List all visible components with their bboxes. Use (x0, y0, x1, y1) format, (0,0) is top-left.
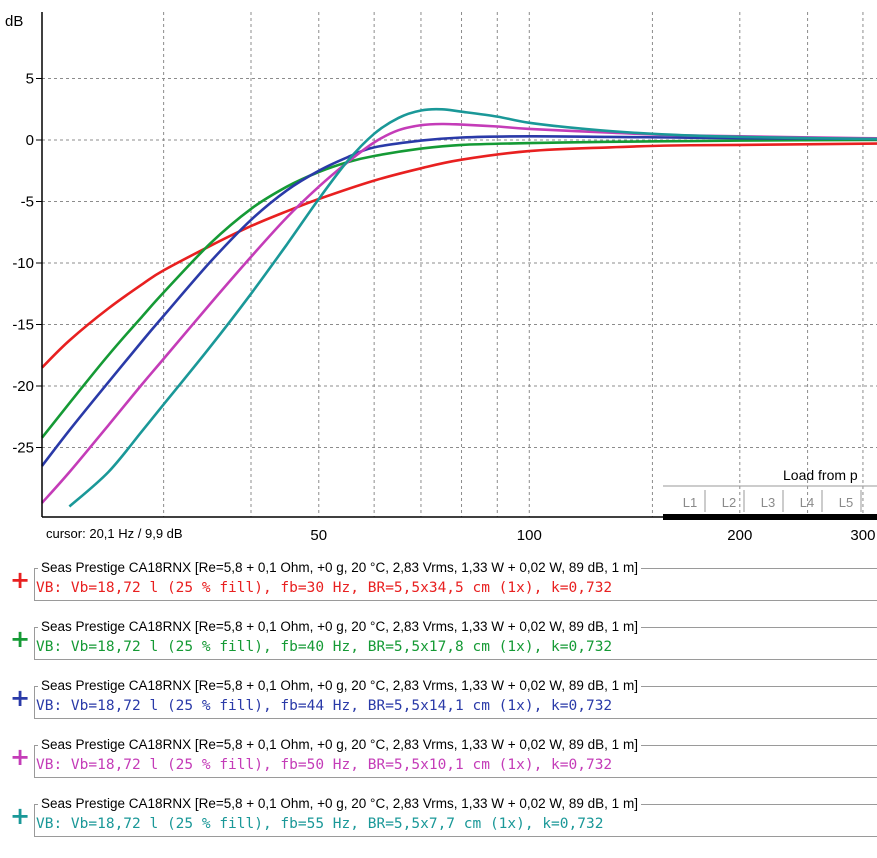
load-from-panel: Load from p L1 L2 L3 L4 L5 (663, 467, 877, 520)
response-curve-s5 (68, 107, 877, 508)
x-tick-labels: 50 100 200 300 (310, 527, 875, 544)
frequency-response-chart: dB 50-5-10-15-20-25 50 100 200 300 cursor: … (5, 12, 877, 544)
legend-entry: + Seas Prestige CA18RNX [Re=5,8 + 0,1 Ohm… (8, 796, 877, 840)
y-tick-label: -25 (12, 440, 34, 457)
legend-title: Seas Prestige CA18RNX [Re=5,8 + 0,1 Ohm,… (38, 678, 641, 693)
y-axis-unit-label: dB (5, 13, 23, 30)
y-tick-label: 0 (26, 132, 34, 149)
y-tick-labels: 5 0 -5 -10 -15 -20 -25 (12, 71, 42, 457)
legend-entry: + Seas Prestige CA18RNX [Re=5,8 + 0,1 Ohm… (8, 678, 877, 722)
legend-entry: + Seas Prestige CA18RNX [Re=5,8 + 0,1 Ohm… (8, 737, 877, 781)
load-from-label: Load from p (783, 467, 858, 483)
add-series-icon[interactable]: + (10, 625, 31, 653)
add-series-icon[interactable]: + (10, 566, 31, 594)
legend-detail: VB: Vb=18,72 l (25 % fill), fb=44 Hz, BR… (36, 698, 613, 714)
load-slot-l2[interactable]: L2 (722, 495, 736, 510)
y-tick-label: -15 (12, 317, 34, 334)
legend-title: Seas Prestige CA18RNX [Re=5,8 + 0,1 Ohm,… (38, 619, 641, 634)
y-tick-label: -5 (21, 194, 34, 211)
add-series-icon[interactable]: + (10, 743, 31, 771)
grid-lines (42, 12, 877, 517)
y-tick-label: -20 (12, 378, 34, 395)
x-tick-label: 100 (517, 527, 542, 544)
load-slot-l1[interactable]: L1 (683, 495, 697, 510)
y-tick-label: 5 (26, 71, 34, 88)
response-curve-s1 (41, 142, 877, 369)
x-tick-label: 200 (727, 527, 752, 544)
y-tick-label: -10 (12, 255, 34, 272)
add-series-icon[interactable]: + (10, 684, 31, 712)
legend-detail: VB: Vb=18,72 l (25 % fill), fb=55 Hz, BR… (36, 816, 604, 832)
legend-title: Seas Prestige CA18RNX [Re=5,8 + 0,1 Ohm,… (38, 737, 641, 752)
load-panel-bar (663, 514, 877, 520)
x-tick-label: 50 (310, 527, 327, 544)
legend-detail: VB: Vb=18,72 l (25 % fill), fb=30 Hz, BR… (36, 580, 613, 596)
load-slot-l5[interactable]: L5 (839, 495, 853, 510)
response-curves (40, 107, 877, 508)
legend-entry: + Seas Prestige CA18RNX [Re=5,8 + 0,1 Ohm… (8, 560, 877, 604)
legend-title: Seas Prestige CA18RNX [Re=5,8 + 0,1 Ohm,… (38, 560, 641, 575)
load-slot-l4[interactable]: L4 (800, 495, 814, 510)
legend-detail: VB: Vb=18,72 l (25 % fill), fb=40 Hz, BR… (36, 639, 613, 655)
x-tick-label: 300 (850, 527, 875, 544)
response-curve-s3 (40, 134, 877, 467)
response-curve-s2 (40, 138, 877, 439)
cursor-readout: cursor: 20,1 Hz / 9,9 dB (46, 526, 183, 541)
legend-detail: VB: Vb=18,72 l (25 % fill), fb=50 Hz, BR… (36, 757, 613, 773)
legend-title: Seas Prestige CA18RNX [Re=5,8 + 0,1 Ohm,… (38, 796, 641, 811)
legend-entry: + Seas Prestige CA18RNX [Re=5,8 + 0,1 Ohm… (8, 619, 877, 663)
load-slot-l3[interactable]: L3 (761, 495, 775, 510)
add-series-icon[interactable]: + (10, 802, 31, 830)
